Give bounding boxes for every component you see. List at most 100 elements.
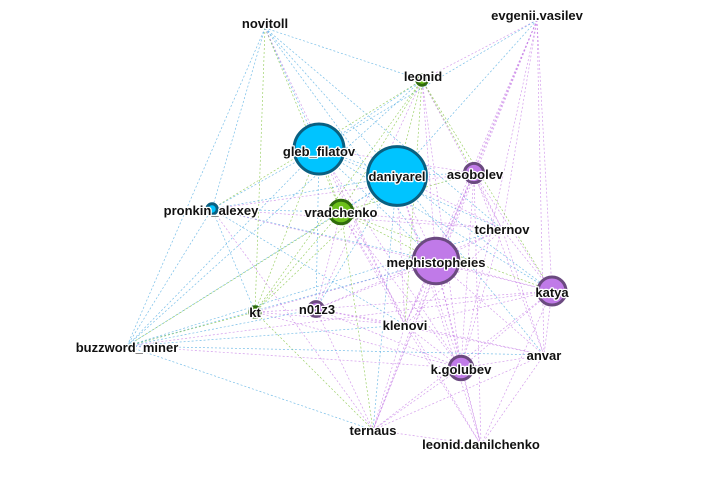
node-gleb_filatov[interactable]	[292, 122, 346, 176]
edge-mephistopheies-leonid.danilchenko	[435, 260, 482, 446]
edge-daniyarel-pronkin_alexey	[211, 175, 398, 210]
node-n01z3[interactable]	[307, 300, 325, 318]
edge-daniyarel-leonid.danilchenko	[396, 175, 482, 446]
edge-n01z3-klenovi	[315, 308, 406, 326]
edge-pronkin_alexey-vradchenko	[211, 208, 342, 213]
edge-leonid-gleb_filatov	[318, 79, 423, 150]
node-pronkin_alexey[interactable]	[205, 202, 219, 216]
node-label-kt: kt	[249, 305, 261, 320]
edge-daniyarel-kt	[254, 175, 398, 313]
edge-evgenii.vasilev-mephistopheies	[435, 19, 538, 262]
edge-kt-ternaus	[254, 311, 374, 431]
edge-evgenii.vasilev-daniyarel	[396, 19, 538, 177]
node-kt[interactable]	[248, 305, 262, 319]
edge-leonid-pronkin_alexey	[211, 79, 423, 210]
edge-daniyarel-buzzword_miner	[126, 175, 398, 347]
edge-gleb_filatov-n01z3	[315, 148, 320, 310]
node-label-anvar: anvar	[527, 348, 562, 363]
edge-vradchenko-leonid.danilchenko	[340, 211, 482, 446]
edge-novitoll-pronkin_alexey	[211, 27, 266, 210]
edge-evgenii.vasilev-asobolev	[473, 19, 538, 174]
edge-novitoll-daniyarel	[264, 27, 398, 177]
edge-katya-n01z3	[315, 290, 553, 310]
edge-klenovi-buzzword_miner	[126, 324, 406, 347]
edge-buzzword_miner-ternaus	[126, 345, 374, 431]
edge-evgenii.vasilev-leonid	[421, 19, 538, 81]
node-label-leonid: leonid	[404, 69, 442, 84]
edge-vradchenko-k.golubev	[340, 211, 462, 369]
edge-n01z3-buzzword_miner	[126, 308, 317, 347]
node-label-leonid.danilchenko: leonid.danilchenko	[422, 437, 540, 452]
node-k.golubev[interactable]	[447, 354, 475, 382]
node-daniyarel[interactable]	[366, 145, 428, 207]
edge-daniyarel-anvar	[396, 175, 545, 356]
node-label-novitoll: novitoll	[242, 16, 288, 31]
edge-gleb_filatov-k.golubev	[318, 148, 462, 369]
edge-leonid-klenovi	[404, 79, 423, 326]
edge-pronkin_alexey-kt	[211, 208, 256, 313]
edge-evgenii.vasilev-k.golubev	[460, 19, 538, 369]
edge-tchernov-katya	[501, 228, 553, 292]
node-mephistopheies[interactable]	[411, 236, 461, 286]
edge-novitoll-kt	[254, 27, 266, 313]
edge-gleb_filatov-vradchenko	[318, 148, 342, 213]
node-leonid[interactable]	[415, 73, 429, 87]
node-asobolev[interactable]	[462, 161, 486, 185]
edge-leonid-vradchenko	[340, 79, 423, 213]
edge-asobolev-k.golubev	[460, 172, 475, 369]
node-label-k.golubev: k.golubev	[431, 362, 492, 377]
edge-katya-buzzword_miner	[126, 290, 553, 347]
edge-pronkin_alexey-klenovi	[211, 208, 406, 326]
edge-klenovi-ternaus	[372, 324, 406, 431]
edge-buzzword_miner-anvar	[126, 345, 545, 356]
node-label-vradchenko: vradchenko	[305, 205, 378, 220]
edge-anvar-ternaus	[372, 354, 545, 431]
edge-evgenii.vasilev-katya	[536, 19, 553, 292]
node-label-evgenii.vasilev: evgenii.vasilev	[491, 8, 584, 23]
edge-asobolev-pronkin_alexey	[211, 172, 475, 210]
node-vradchenko[interactable]	[327, 198, 355, 226]
node-label-buzzword_miner: buzzword_miner	[76, 340, 179, 355]
edge-n01z3-anvar	[315, 308, 545, 356]
edge-katya-leonid.danilchenko	[480, 290, 553, 446]
node-katya[interactable]	[536, 275, 568, 307]
edge-tchernov-n01z3	[315, 228, 503, 310]
edge-asobolev-leonid.danilchenko	[473, 172, 482, 446]
node-label-katya: katya	[535, 285, 569, 300]
node-label-mephistopheies: mephistopheies	[387, 255, 486, 270]
edge-katya-klenovi	[404, 290, 553, 326]
edge-klenovi-leonid.danilchenko	[404, 324, 482, 446]
edge-novitoll-klenovi	[264, 27, 406, 326]
edge-vradchenko-klenovi	[340, 211, 406, 326]
node-label-klenovi: klenovi	[383, 318, 428, 333]
edge-vradchenko-n01z3	[315, 211, 342, 310]
edge-pronkin_alexey-ternaus	[211, 208, 374, 431]
nodes-layer	[205, 73, 568, 382]
edge-novitoll-leonid	[264, 27, 423, 81]
edge-katya-anvar	[543, 290, 553, 356]
edge-pronkin_alexey-buzzword_miner	[126, 208, 213, 347]
edge-asobolev-katya	[473, 172, 553, 292]
edge-n01z3-ternaus	[315, 308, 374, 431]
node-label-pronkin_alexey: pronkin_alexey	[164, 203, 259, 218]
edge-gleb_filatov-mephistopheies	[318, 148, 437, 262]
edge-asobolev-anvar	[473, 172, 545, 356]
edge-gleb_filatov-tchernov	[318, 148, 503, 230]
edge-leonid-k.golubev	[421, 79, 462, 369]
node-label-asobolev: asobolev	[447, 167, 504, 182]
node-label-n01z3: n01z3	[299, 302, 335, 317]
edge-gleb_filatov-buzzword_miner	[126, 148, 320, 347]
edge-gleb_filatov-katya	[318, 148, 553, 292]
edge-evgenii.vasilev-tchernov	[501, 19, 538, 230]
edge-gleb_filatov-klenovi	[318, 148, 406, 326]
edge-daniyarel-ternaus	[372, 175, 398, 431]
edge-gleb_filatov-kt	[254, 148, 320, 313]
edge-leonid-katya	[421, 79, 553, 292]
node-label-ternaus: ternaus	[350, 423, 397, 438]
edge-mephistopheies-buzzword_miner	[126, 260, 437, 347]
edge-mephistopheies-kt	[254, 260, 437, 313]
edge-daniyarel-katya	[396, 175, 553, 292]
edge-leonid-asobolev	[421, 79, 475, 174]
